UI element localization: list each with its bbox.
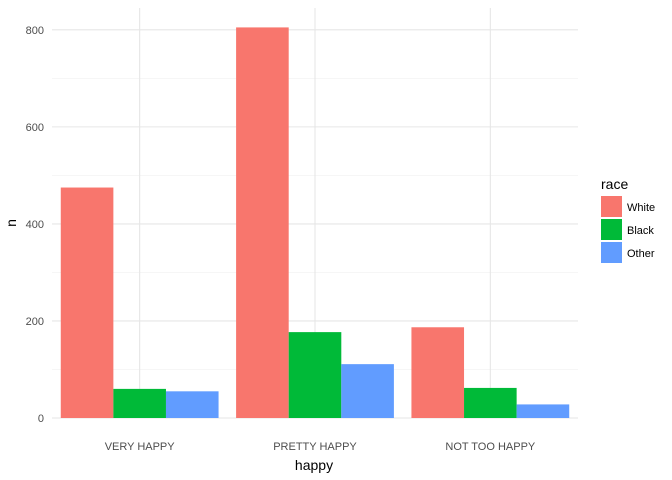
bar-other [516,404,570,418]
y-tick-label: 400 [26,219,44,231]
legend-swatch-other [601,242,622,263]
legend-swatch-black [601,219,622,240]
bar-white [60,187,114,418]
bar-other [165,391,219,418]
y-tick-label: 0 [38,413,44,425]
x-tick-label: VERY HAPPY [105,441,176,453]
bars [60,27,570,418]
x-tick-label: PRETTY HAPPY [273,441,357,453]
bar-white [236,27,289,418]
y-axis-ticks: 0 200 400 600 800 [26,25,44,425]
bar-black [113,388,166,418]
x-tick-label: NOT TOO HAPPY [445,441,536,453]
bar-other [341,364,394,418]
legend-swatch-white [601,196,622,217]
bar-black [288,332,342,418]
x-axis-ticks: VERY HAPPY PRETTY HAPPY NOT TOO HAPPY [105,441,536,453]
legend-title: race [601,176,628,192]
bar-black [464,387,517,418]
legend-items: White Black Other [601,196,655,263]
bar-white [411,327,465,418]
y-axis-title: n [3,219,19,227]
x-axis-title: happy [295,457,333,473]
legend-label-black: Black [627,225,654,237]
legend: race White Black Other [601,176,655,263]
y-tick-label: 600 [26,122,44,134]
y-tick-label: 200 [26,316,44,328]
legend-label-white: White [627,202,655,214]
y-tick-label: 800 [26,25,44,37]
legend-label-other: Other [627,248,655,260]
